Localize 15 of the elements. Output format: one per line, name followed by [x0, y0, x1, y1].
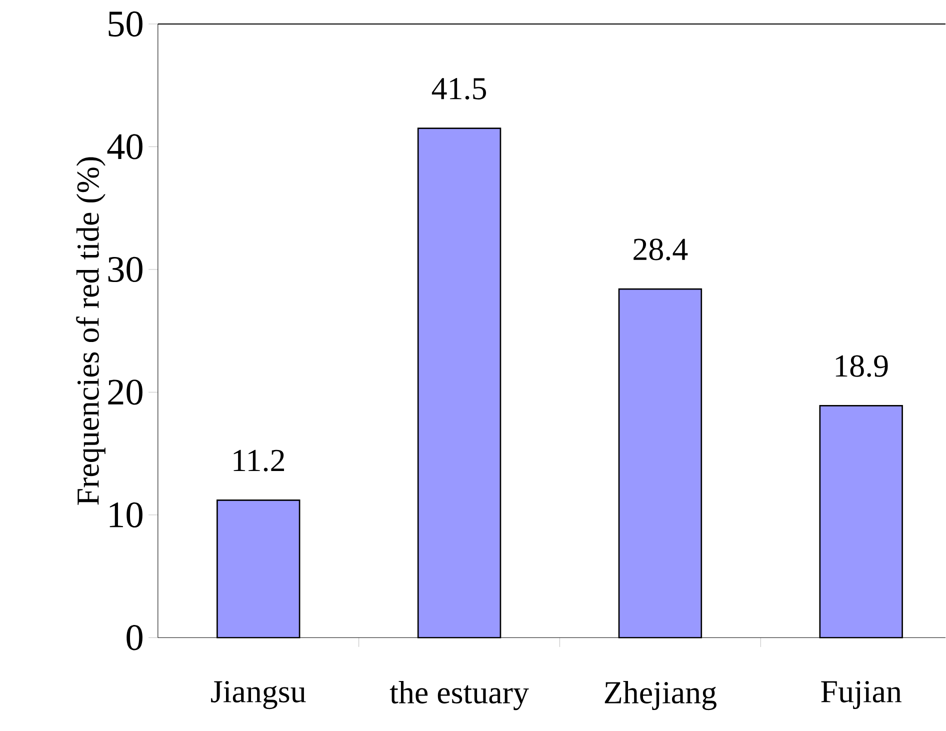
y-axis-title: Frequencies of red tide (%) [76, 157, 106, 506]
data-label: 18.9 [836, 355, 888, 378]
x-tick-label: the estuary [390, 681, 529, 710]
y-tick-label: 0 [126, 625, 142, 650]
data-label: 11.2 [234, 450, 284, 472]
x-tick-label: Fujian [821, 681, 902, 710]
x-tick-label: Zhejiang [604, 681, 716, 710]
data-label: 41.5 [432, 78, 486, 100]
y-tick-label: 10 [110, 502, 142, 528]
y-tick-label: 20 [108, 380, 142, 405]
data-label: 28.4 [634, 238, 688, 261]
y-tick-label: 30 [108, 257, 142, 282]
y-tick-label: 50 [108, 12, 142, 37]
x-tick-label: Jiangsu [211, 681, 306, 710]
y-tick-label: 40 [107, 134, 142, 160]
